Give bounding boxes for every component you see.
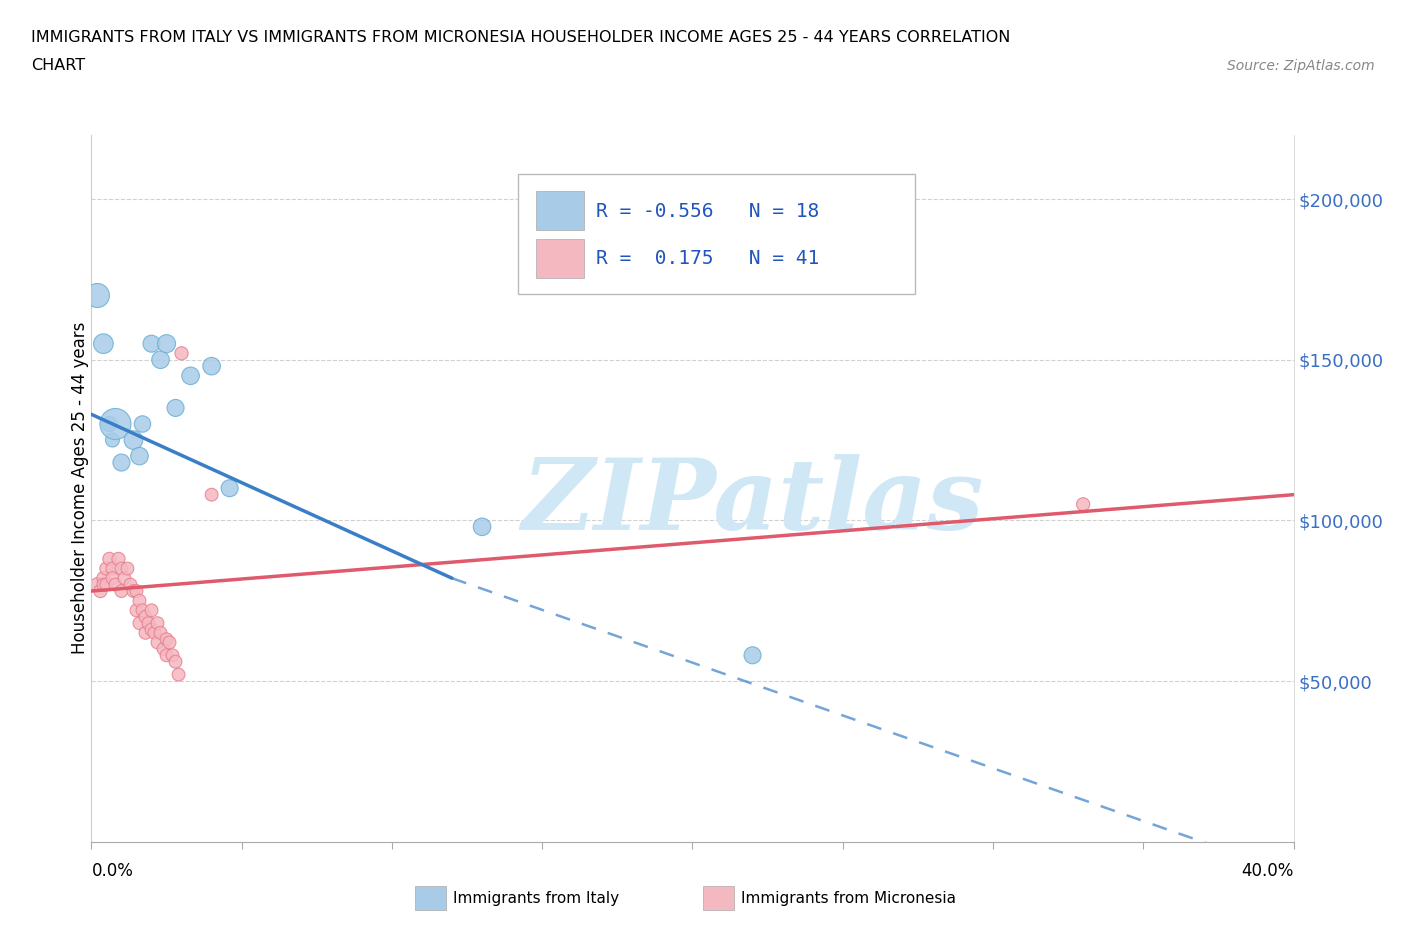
Point [86, 288, 108, 303]
Point [141, 603, 163, 618]
Point [128, 616, 150, 631]
Point [93, 337, 115, 352]
Point [741, 648, 763, 663]
Point [149, 625, 172, 640]
Point [134, 609, 156, 624]
Point [134, 625, 156, 640]
Text: IMMIGRANTS FROM ITALY VS IMMIGRANTS FROM MICRONESIA HOUSEHOLDER INCOME AGES 25 -: IMMIGRANTS FROM ITALY VS IMMIGRANTS FROM… [31, 30, 1011, 45]
Point [155, 631, 177, 646]
Point [152, 642, 174, 657]
Point [131, 417, 153, 432]
Text: R = -0.556   N = 18: R = -0.556 N = 18 [596, 202, 820, 220]
Point [149, 352, 172, 367]
Point [128, 448, 150, 463]
Point [146, 616, 169, 631]
Point [146, 635, 169, 650]
Y-axis label: Householder Income Ages 25 - 44 years: Householder Income Ages 25 - 44 years [72, 322, 89, 655]
Point [138, 616, 160, 631]
Text: Immigrants from Micronesia: Immigrants from Micronesia [741, 891, 956, 906]
Point [471, 519, 494, 534]
Point [114, 571, 136, 586]
Point [122, 584, 145, 599]
Point [155, 648, 177, 663]
Point [110, 584, 132, 599]
Point [122, 432, 145, 447]
Point [86, 578, 108, 592]
Point [162, 648, 184, 663]
Point [1071, 497, 1094, 512]
FancyBboxPatch shape [536, 239, 585, 278]
Point [101, 432, 124, 447]
Text: 0.0%: 0.0% [91, 862, 134, 880]
Point [101, 571, 124, 586]
Point [107, 551, 129, 566]
Point [98, 551, 121, 566]
Point [218, 481, 240, 496]
FancyBboxPatch shape [536, 192, 585, 231]
Text: 40.0%: 40.0% [1241, 862, 1294, 880]
Point [96, 578, 118, 592]
Point [104, 417, 127, 432]
Point [93, 571, 115, 586]
Point [131, 603, 153, 618]
Point [120, 578, 142, 592]
Text: R =  0.175   N = 41: R = 0.175 N = 41 [596, 249, 820, 268]
Point [104, 578, 127, 592]
Point [101, 561, 124, 576]
Text: CHART: CHART [31, 58, 84, 73]
Point [98, 417, 121, 432]
Point [167, 667, 190, 682]
Point [170, 346, 193, 361]
Point [165, 655, 187, 670]
Text: Immigrants from Italy: Immigrants from Italy [453, 891, 619, 906]
Point [141, 337, 163, 352]
Point [165, 401, 187, 416]
FancyBboxPatch shape [519, 174, 915, 294]
Point [159, 635, 181, 650]
Point [141, 622, 163, 637]
Point [143, 625, 166, 640]
Point [93, 578, 115, 592]
Point [128, 593, 150, 608]
Point [110, 561, 132, 576]
Point [96, 561, 118, 576]
Point [201, 487, 224, 502]
Point [117, 561, 139, 576]
Point [125, 603, 148, 618]
Point [201, 359, 224, 374]
Text: Source: ZipAtlas.com: Source: ZipAtlas.com [1227, 59, 1375, 73]
Point [89, 584, 111, 599]
Text: ZIPatlas: ZIPatlas [522, 454, 984, 551]
Point [155, 337, 177, 352]
Point [110, 455, 132, 470]
Point [180, 368, 202, 383]
Point [125, 584, 148, 599]
